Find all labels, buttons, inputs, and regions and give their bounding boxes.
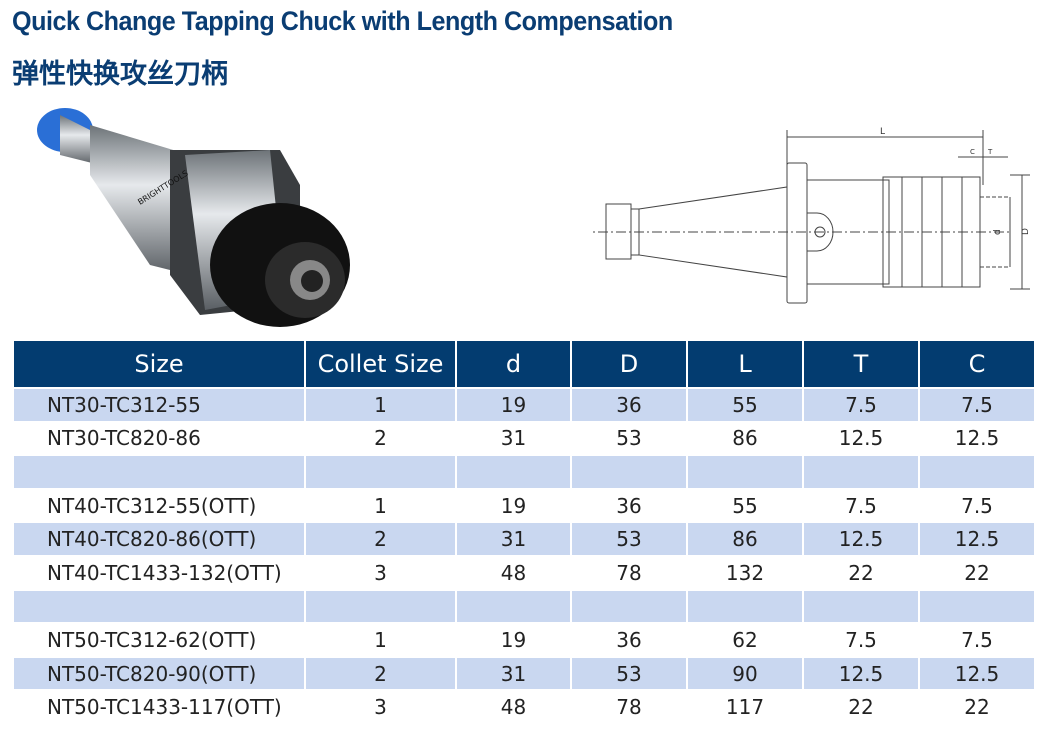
table-cell: 7.5 [918,622,1034,657]
table-cell: 12.5 [802,420,919,456]
table-cell: 36 [570,622,687,657]
table-cell: 78 [570,554,687,590]
column-header: D [570,341,687,388]
label-L: L [880,127,885,137]
table-cell: 36 [570,387,687,422]
table-cell: 62 [686,622,803,657]
table-cell: 1 [304,387,456,422]
product-photo: BRIGHTTOOLS [37,108,350,327]
table-cell: 48 [455,554,571,590]
table-cell: NT30-TC820-86 [14,420,305,456]
table-cell [14,454,305,489]
table-cell: 132 [686,554,803,590]
table-cell: 78 [570,689,687,723]
table-cell: 117 [686,689,803,723]
table-row [14,588,1034,624]
table-cell: 1 [304,487,456,523]
table-cell: 7.5 [802,487,919,523]
table-cell: NT40-TC1433-132(OTT) [14,554,305,590]
table-cell [570,588,687,624]
table-cell: 3 [304,689,456,723]
table-cell: 22 [918,689,1034,723]
table-cell [304,454,456,489]
table-cell: 7.5 [802,622,919,657]
table-cell: 22 [802,554,919,590]
column-header: d [455,341,571,388]
table-cell: 31 [455,521,571,556]
table-cell: NT50-TC820-90(OTT) [14,655,305,691]
table-row: NT40-TC1433-132(OTT) 3 48 78 132 22 22 [14,554,1034,590]
table-cell: 2 [304,521,456,556]
column-header: Collet Size [304,341,456,388]
table-cell: 7.5 [918,487,1034,523]
table-cell: NT40-TC820-86(OTT) [14,521,305,556]
table-cell [918,588,1034,624]
table-cell: NT50-TC312-62(OTT) [14,622,305,657]
table-cell: 55 [686,487,803,523]
table-cell: 19 [455,387,571,422]
table-cell: 90 [686,655,803,691]
table-cell: 1 [304,622,456,657]
table-row [14,454,1034,489]
table-cell: 86 [686,521,803,556]
table-row: NT30-TC820-86 2 31 53 86 12.5 12.5 [14,420,1034,456]
table-cell [802,588,919,624]
table-cell: 53 [570,420,687,456]
table-cell [304,588,456,624]
label-d: d [993,229,1003,235]
table-cell [570,454,687,489]
table-cell [686,588,803,624]
page-title: Quick Change Tapping Chuck with Length C… [12,6,673,36]
table-cell: 53 [570,521,687,556]
table-cell: 22 [918,554,1034,590]
table-cell: NT30-TC312-55 [14,387,305,422]
table-cell [802,454,919,489]
table-cell: 3 [304,554,456,590]
table-cell: 12.5 [802,521,919,556]
table-cell: 2 [304,420,456,456]
table-cell: 2 [304,655,456,691]
table-cell [14,588,305,624]
table-row: NT30-TC312-55 1 19 36 55 7.5 7.5 [14,387,1034,422]
table-cell: 7.5 [918,387,1034,422]
column-header: Size [14,341,305,388]
table-cell: 53 [570,655,687,691]
table-cell: 36 [570,487,687,523]
table-cell [455,588,571,624]
table-header-row: Size Collet Size d D L T C [14,341,1034,388]
label-T: T [987,148,993,156]
label-D: D [1021,228,1030,235]
table-cell: 12.5 [918,521,1034,556]
table-row: NT40-TC820-86(OTT) 2 31 53 86 12.5 12.5 [14,521,1034,556]
table-row: NT50-TC312-62(OTT) 1 19 36 62 7.5 7.5 [14,622,1034,657]
table-cell: 86 [686,420,803,456]
table-cell: 12.5 [918,655,1034,691]
specs-table: Size Collet Size d D L T C NT30-TC312-55 1 19 36 5… [14,341,1034,723]
table-row: NT50-TC820-90(OTT) 2 31 53 90 12.5 12.5 [14,655,1034,691]
table-cell [686,454,803,489]
table-cell: 48 [455,689,571,723]
table-cell: 19 [455,487,571,523]
column-header: C [918,341,1034,388]
table-cell: 31 [455,420,571,456]
table-cell: 55 [686,387,803,422]
table-cell: 19 [455,622,571,657]
technical-drawing: L C T d D [590,127,1030,304]
table-cell: NT50-TC1433-117(OTT) [14,689,305,723]
table-cell: 31 [455,655,571,691]
column-header: T [802,341,919,388]
page-subtitle: 弹性快换攻丝刀柄 [12,59,228,90]
table-cell [455,454,571,489]
table-cell: 12.5 [802,655,919,691]
table-cell: NT40-TC312-55(OTT) [14,487,305,523]
table-cell: 22 [802,689,919,723]
table-cell: 7.5 [802,387,919,422]
table-cell: 12.5 [918,420,1034,456]
table-row: NT50-TC1433-117(OTT) 3 48 78 117 22 22 [14,689,1034,723]
table-cell [918,454,1034,489]
label-C: C [970,148,975,156]
table-row: NT40-TC312-55(OTT) 1 19 36 55 7.5 7.5 [14,487,1034,523]
column-header: L [686,341,803,388]
